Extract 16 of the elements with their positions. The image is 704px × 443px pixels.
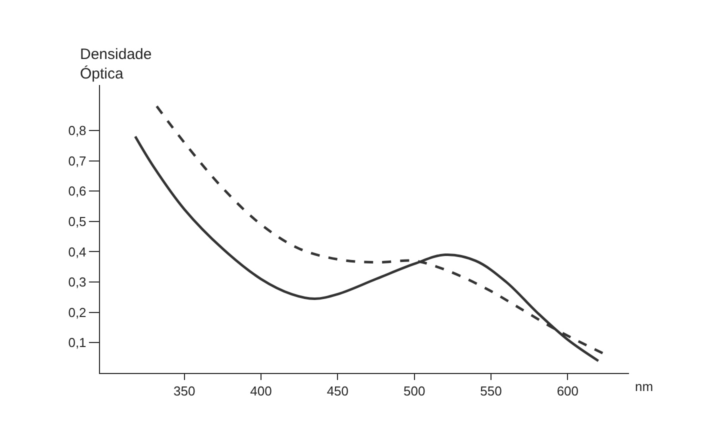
- y-tick-label: 0,4: [68, 244, 86, 260]
- x-axis-title: nm: [635, 379, 654, 394]
- y-tick-label: 0,2: [68, 304, 86, 320]
- x-tick-label: 400: [250, 384, 272, 399]
- y-axis-title: Densidade Óptica: [80, 46, 152, 82]
- x-tick-label: 550: [480, 384, 502, 399]
- y-tick-label: 0,7: [68, 153, 86, 168]
- x-tick-label: 500: [403, 384, 426, 399]
- x-tick-label: 600: [556, 384, 579, 399]
- x-tick-label: 350: [173, 384, 196, 399]
- x-tick-label: 450: [326, 384, 349, 399]
- y-tick-label: 0,3: [68, 274, 86, 290]
- y-tick-label: 0,6: [68, 184, 86, 199]
- y-tick-label: 0,8: [68, 123, 86, 138]
- y-tick-label: 0,1: [68, 335, 86, 350]
- y-tick-label: 0,5: [68, 214, 86, 229]
